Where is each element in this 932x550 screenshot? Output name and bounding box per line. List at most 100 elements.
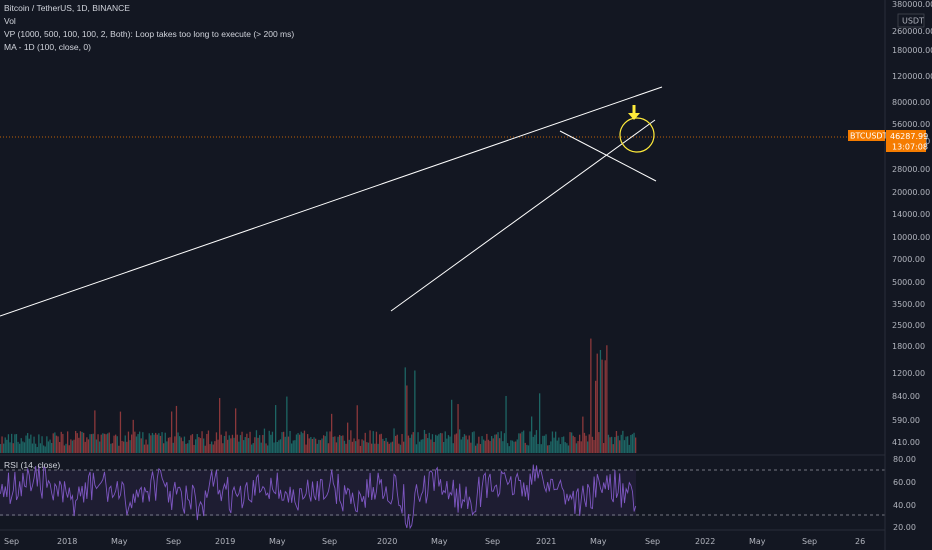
volume-bar (574, 437, 576, 453)
volume-bar (31, 443, 34, 453)
currency-box[interactable] (897, 13, 925, 28)
volume-bar (542, 435, 544, 453)
volume-bar (401, 434, 403, 453)
volume-bar (55, 435, 58, 453)
volume-bar (212, 444, 214, 453)
time-axis[interactable]: Sep 2018 May Sep 2019 May Sep 2020 May Sep 2021 May… (4, 537, 865, 546)
volume-bar (391, 441, 394, 453)
volume-bar (390, 442, 392, 453)
volume-bar (527, 445, 530, 453)
vol-legend[interactable]: Vol (4, 16, 16, 26)
volume-bar (318, 439, 320, 453)
time-axis-label: May (590, 537, 607, 546)
volume-bar (78, 437, 80, 453)
volume-bar (287, 436, 290, 453)
volume-bar (361, 439, 363, 453)
volume-bar (433, 441, 435, 453)
rsi-legend[interactable]: RSI (14, close) (4, 460, 61, 470)
volume-bar (465, 435, 467, 453)
resistance-trendline[interactable] (559, 130, 657, 182)
volume-bar (499, 438, 501, 453)
volume-bar (105, 434, 107, 453)
rsi-axis-label: 20.00 (893, 523, 916, 532)
volume-bar (555, 431, 557, 453)
volume-bar (91, 434, 93, 453)
volume-bar (588, 434, 590, 453)
volume-bar (156, 434, 158, 453)
volume-bar (460, 439, 462, 453)
price-axis-label: 120000.00 (892, 72, 932, 81)
volume-bar (267, 445, 269, 453)
volume-bar (526, 444, 528, 453)
volume-bar (319, 440, 322, 453)
volume-bar (353, 438, 355, 453)
volume-bar (350, 430, 352, 453)
volume-bar (548, 445, 550, 453)
support-trendline[interactable] (390, 119, 656, 312)
volume-bar (7, 434, 10, 453)
volume-bar (529, 431, 531, 453)
volume-bar (124, 435, 126, 453)
volume-bar (534, 434, 536, 453)
price-axis-label: 28000.00 (892, 165, 930, 174)
volume-bar (438, 434, 440, 453)
time-axis-label: 2019 (215, 537, 235, 546)
volume-bar (462, 436, 464, 453)
volume-bar (535, 430, 538, 453)
volume-bar (539, 393, 541, 453)
volume-bar (118, 445, 120, 453)
volume-bar (590, 338, 592, 453)
volume-bar (518, 433, 520, 453)
price-axis-label: 260000.00 (892, 27, 932, 36)
volume-bar (513, 441, 515, 453)
upper-trendline[interactable] (0, 86, 663, 317)
volume-bar (148, 433, 150, 453)
volume-bar (198, 437, 200, 453)
rsi-axis[interactable]: 80.00 60.00 40.00 20.00 (893, 455, 916, 532)
volume-bar (180, 437, 182, 453)
volume-bar (63, 445, 66, 453)
price-axis-label: 10000.00 (892, 233, 930, 242)
ma-legend[interactable]: MA - 1D (100, close, 0) (4, 42, 91, 52)
volume-bar (235, 408, 237, 453)
volume-bar (430, 439, 432, 453)
highlight-circle[interactable] (619, 117, 655, 153)
volume-bar (268, 430, 270, 453)
volume-bar (265, 443, 267, 453)
volume-bar (628, 444, 630, 453)
volume-bar (521, 431, 523, 453)
volume-bar (214, 441, 216, 453)
symbol-legend[interactable]: Bitcoin / TetherUS, 1D, BINANCE (4, 3, 130, 13)
volume-bar (369, 430, 371, 453)
volume-bar (209, 444, 211, 453)
time-axis-label: May (431, 537, 448, 546)
symbol-tag-text: BTCUSDT (850, 132, 888, 141)
volume-bar (308, 438, 310, 453)
volume-bar (556, 440, 558, 453)
volume-bar (204, 445, 206, 453)
volume-bar (97, 434, 99, 453)
down-arrow-icon[interactable] (628, 105, 640, 120)
volume-bar (25, 435, 27, 453)
volume-bar (598, 432, 600, 453)
volume-bar (153, 434, 155, 453)
volume-bar (127, 431, 130, 453)
volume-bar (271, 431, 274, 453)
volume-bar (478, 436, 480, 453)
volume-bar (123, 441, 125, 453)
volume-bar (140, 438, 142, 453)
volume-bar (169, 437, 171, 453)
volume-bar (231, 434, 234, 453)
volume-bar (107, 433, 109, 453)
volume-bar (321, 438, 323, 453)
volume-bar (593, 439, 595, 453)
price-axis-label: 2500.00 (892, 321, 925, 330)
volume-bar (182, 441, 184, 453)
vp-legend[interactable]: VP (1000, 500, 100, 100, 2, Both): Loop … (4, 29, 295, 39)
volume-bar (193, 444, 195, 453)
volume-bar (147, 444, 149, 453)
volume-bar (329, 431, 331, 453)
volume-bar (609, 437, 611, 453)
volume-bar (89, 434, 91, 453)
